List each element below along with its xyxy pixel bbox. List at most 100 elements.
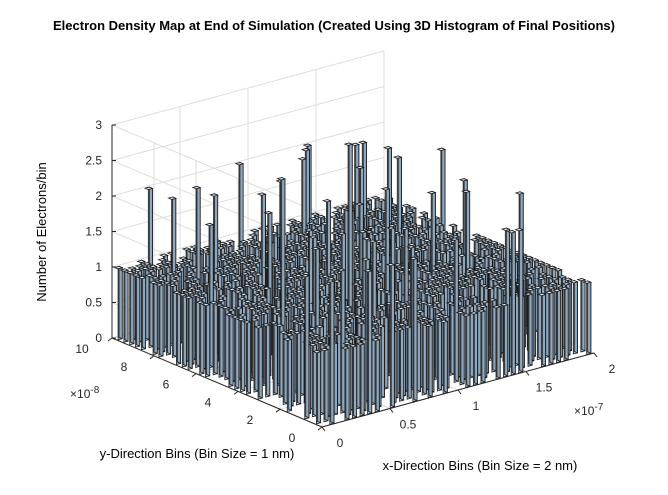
histogram-bar bbox=[319, 347, 330, 423]
histogram-bar bbox=[582, 280, 593, 355]
x-tick-mark bbox=[389, 408, 394, 413]
y-tick-mark bbox=[275, 408, 281, 413]
histogram-bar bbox=[230, 315, 241, 390]
x-tick-label: 1.5 bbox=[536, 381, 553, 395]
histogram-bar bbox=[201, 302, 211, 378]
histogram-bar bbox=[370, 337, 381, 413]
y-tick-mark bbox=[149, 355, 155, 360]
y-tick-label: 2 bbox=[247, 413, 254, 427]
y-tick-mark bbox=[317, 426, 323, 431]
x-tick-mark bbox=[457, 389, 462, 395]
x-tick-mark bbox=[593, 352, 598, 358]
z-tick-label: 2 bbox=[95, 189, 102, 203]
histogram-bar bbox=[282, 337, 293, 413]
y-axis-line bbox=[111, 337, 323, 428]
y-tick-mark bbox=[233, 390, 239, 395]
histogram-bar bbox=[183, 295, 194, 371]
histogram-bar bbox=[144, 273, 155, 349]
y-tick-mark bbox=[107, 337, 113, 342]
histogram-bar bbox=[311, 349, 322, 425]
histogram-bar bbox=[552, 288, 562, 364]
histogram-bar bbox=[402, 325, 413, 400]
z-axis-label: Number of Electrons/bin bbox=[34, 162, 49, 301]
histogram-bar bbox=[417, 321, 428, 396]
y-tick-label: 10 bbox=[75, 342, 89, 356]
x-tick-label: 2 bbox=[609, 362, 616, 376]
histogram-bar bbox=[423, 323, 434, 399]
histogram-bar bbox=[336, 268, 347, 414]
histogram-bar bbox=[253, 325, 264, 400]
histogram-bar bbox=[208, 300, 219, 376]
histogram-bar bbox=[363, 268, 373, 415]
histogram-bar bbox=[125, 270, 136, 346]
histogram-bar bbox=[167, 283, 178, 359]
histogram-bar bbox=[268, 320, 279, 396]
histogram-bar bbox=[340, 346, 351, 421]
x-tick-mark bbox=[525, 371, 530, 376]
histogram-bar bbox=[220, 305, 231, 381]
histogram-bar bbox=[191, 293, 202, 368]
histogram-bar bbox=[491, 304, 502, 380]
histogram-bar bbox=[487, 297, 498, 373]
grid-line bbox=[111, 121, 385, 197]
histogram-bar bbox=[236, 317, 246, 393]
grid-line bbox=[111, 86, 385, 161]
x-exponent-label: ×10-7 bbox=[574, 402, 604, 418]
histogram-bar bbox=[300, 273, 311, 420]
histogram-bar bbox=[355, 341, 366, 417]
histogram-bar bbox=[536, 292, 547, 368]
y-tick-label: 0 bbox=[289, 431, 296, 445]
histogram-bar bbox=[148, 280, 159, 356]
grid-line bbox=[111, 50, 385, 126]
histogram-bar bbox=[214, 303, 225, 378]
z-tick-label: 1.5 bbox=[85, 225, 102, 239]
grid-line bbox=[111, 124, 323, 215]
grid-line bbox=[111, 192, 385, 268]
histogram-bar bbox=[162, 280, 172, 356]
z-tick-label: 0 bbox=[95, 331, 102, 345]
histogram-bar bbox=[224, 312, 235, 388]
histogram-bar bbox=[113, 265, 124, 341]
y-exponent-power: -8 bbox=[90, 385, 99, 396]
y-axis-label: y-Direction Bins (Bin Size = 1 nm) bbox=[100, 446, 295, 461]
histogram-bar bbox=[532, 285, 543, 361]
histogram-bar bbox=[576, 277, 587, 353]
histogram-bar bbox=[119, 268, 130, 343]
histogram-bar bbox=[523, 292, 534, 367]
histogram-bar bbox=[438, 319, 449, 394]
x-exponent-times: × bbox=[574, 404, 581, 418]
x-exponent-base: 10 bbox=[581, 404, 595, 418]
x-tick-label: 0.5 bbox=[400, 418, 417, 432]
histogram-bar bbox=[278, 330, 289, 406]
histogram-bar bbox=[449, 237, 460, 383]
histogram-bar bbox=[325, 279, 336, 425]
x-exponent-power: -7 bbox=[594, 402, 603, 413]
histogram-bar bbox=[514, 227, 525, 374]
histogram-bar bbox=[171, 290, 182, 366]
x-axis-label: x-Direction Bins (Bin Size = 2 nm) bbox=[383, 458, 578, 473]
histogram-bar bbox=[307, 342, 318, 418]
histogram-bar bbox=[395, 327, 405, 402]
histogram-bar bbox=[177, 292, 188, 368]
histogram-bar bbox=[432, 316, 443, 392]
histogram-bar bbox=[559, 286, 570, 362]
y-exponent-base: 10 bbox=[77, 387, 91, 401]
histogram-bar bbox=[455, 310, 466, 386]
grid-line bbox=[111, 157, 385, 232]
axes-layer: 0 0.5 1 1.5 2 0 2 4 6 8 10 0 0.5 1 1.5 2 2.5 3 bbox=[75, 118, 615, 450]
histogram-bar bbox=[131, 273, 141, 348]
histogram-bar bbox=[348, 344, 358, 419]
histogram-bar bbox=[506, 229, 517, 376]
histogram-bar bbox=[476, 309, 487, 384]
histogram-bar bbox=[499, 302, 509, 378]
histogram-bar bbox=[385, 262, 396, 409]
x-tick-label: 1 bbox=[473, 399, 480, 413]
histogram-bar bbox=[195, 300, 206, 375]
z-tick-label: 3 bbox=[95, 118, 102, 132]
x-tick-mark bbox=[321, 426, 326, 432]
chart-title: Electron Density Map at End of Simulatio… bbox=[53, 18, 615, 33]
y-tick-label: 4 bbox=[205, 395, 212, 409]
y-tick-label: 6 bbox=[163, 378, 170, 392]
